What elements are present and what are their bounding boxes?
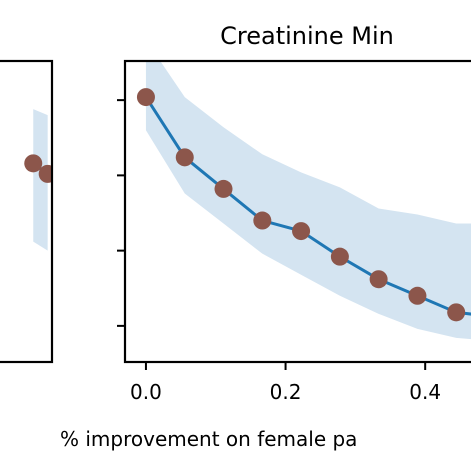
right-chart-data-point [330,247,349,266]
left-chart-plot-area [24,109,52,251]
right-chart-panel: 0.0 0.2 0.4 [117,59,471,404]
left-chart-panel [0,59,54,364]
right-chart-data-point [408,286,427,305]
left-chart-data-point [24,154,43,173]
right-chart-data-point [447,303,466,322]
right-chart-x-tick-label: 0.2 [270,380,302,404]
right-chart-x-tick-label: 0.0 [130,380,162,404]
right-chart-plot-area [136,61,471,340]
right-chart-data-point [369,270,388,289]
right-chart-data-point [214,179,233,198]
right-chart-data-point [292,222,311,241]
chart-title: Creatinine Min [220,22,394,50]
right-chart-data-point [175,148,194,167]
left-chart-confidence-band [33,109,48,251]
right-chart-data-point [136,88,155,107]
left-chart-data-point [38,164,52,183]
left-chart-axes-frame [0,59,54,364]
right-chart-axes-frame [123,59,471,364]
right-chart-series-line [144,96,471,316]
right-chart-confidence-band [145,61,471,340]
right-chart-x-tick-label: 0.4 [409,380,441,404]
right-chart-data-point [253,211,272,230]
x-axis-label: % improvement on female pa [60,427,357,451]
